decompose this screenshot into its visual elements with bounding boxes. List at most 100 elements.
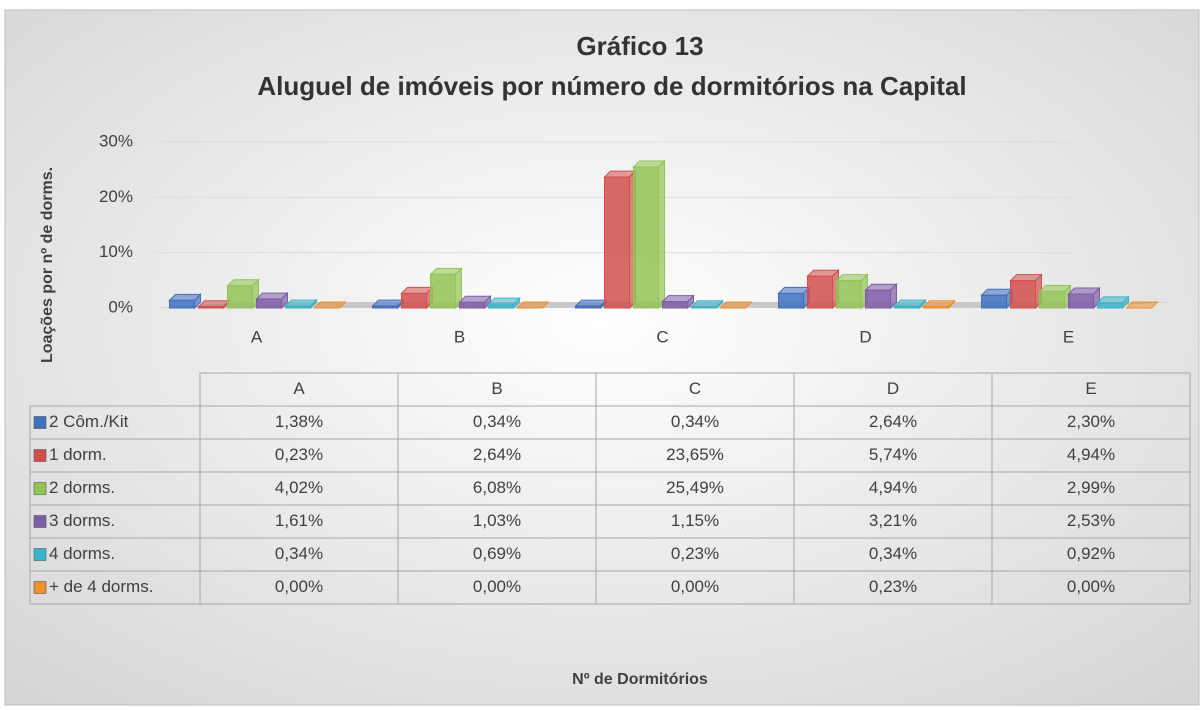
bar (285, 305, 311, 309)
bar-top (197, 300, 231, 308)
y-tick-label: 10% (99, 242, 133, 261)
bar (923, 306, 949, 309)
bar-top (1009, 274, 1043, 282)
y-axis-label: Loações por nº de dorms. (39, 167, 56, 363)
table-cell: 0,92% (1067, 544, 1115, 563)
bar-top (168, 293, 202, 301)
bar-top (893, 299, 927, 307)
bar-top (806, 269, 840, 277)
x-tick-label: B (454, 327, 465, 346)
table-header: C (689, 379, 701, 398)
table-cell: 2,64% (473, 445, 521, 464)
bar (604, 176, 630, 309)
bar-top (922, 300, 956, 308)
table-cell: 2,30% (1067, 412, 1115, 431)
legend-key (33, 515, 47, 528)
bar-top (371, 299, 405, 307)
table-header: D (887, 379, 899, 398)
bar-top (1096, 296, 1130, 304)
table-cell: 5,74% (869, 445, 917, 464)
table-header: A (293, 379, 305, 398)
legend-key (33, 482, 47, 495)
table-cell: 25,49% (666, 478, 724, 497)
table-cell: 1,38% (275, 412, 323, 431)
bar-top (226, 279, 260, 287)
bar-top (516, 301, 550, 309)
bar (1039, 290, 1065, 309)
bar-top (777, 286, 811, 294)
bar (198, 306, 224, 309)
bar-top (313, 301, 347, 309)
chart-background (4, 9, 1200, 706)
bar (1068, 293, 1094, 309)
bar-top (429, 267, 463, 275)
table-cell: 1,03% (473, 511, 521, 530)
bar (1010, 280, 1036, 309)
bar-top (284, 299, 318, 307)
bar (894, 305, 920, 309)
table-cell: 0,23% (869, 577, 917, 596)
table-cell: 4,94% (1067, 445, 1115, 464)
y-tick-label: 30% (99, 131, 133, 150)
bar-top (835, 274, 869, 282)
bar-top (574, 299, 608, 307)
table-cell: 2,64% (869, 412, 917, 431)
table-cell: 6,08% (473, 478, 521, 497)
table-cell: 0,00% (275, 577, 323, 596)
legend-label: 2 Côm./Kit (49, 412, 129, 431)
table-cell: 0,69% (473, 544, 521, 563)
x-tick-label: D (859, 327, 871, 346)
x-tick-label: A (251, 327, 263, 346)
legend-label: 3 dorms. (49, 511, 115, 530)
bar-top (661, 295, 695, 303)
bar-top (603, 170, 637, 178)
table-header: B (491, 379, 502, 398)
bar-top (980, 288, 1014, 296)
table-cell: 1,15% (671, 511, 719, 530)
chart-subtitle: Aluguel de imóveis por número de dormitó… (257, 71, 966, 101)
table-cell: 0,34% (275, 544, 323, 563)
bar-top (1038, 284, 1072, 292)
bar (488, 303, 514, 309)
table-cell: 0,00% (473, 577, 521, 596)
y-tick-label: 0% (108, 297, 133, 316)
table-cell: 0,34% (473, 412, 521, 431)
bar (227, 285, 253, 309)
bar-top (632, 160, 666, 168)
table-cell: 2,53% (1067, 511, 1115, 530)
table-cell: 3,21% (869, 511, 917, 530)
table-cell: 0,34% (869, 544, 917, 563)
bar (401, 292, 427, 309)
table-cell: 0,23% (671, 544, 719, 563)
bar (1097, 302, 1123, 309)
bar (459, 301, 485, 309)
legend-label: 2 dorms. (49, 478, 115, 497)
chart-title: Gráfico 13 (576, 31, 703, 61)
x-tick-label: E (1063, 327, 1074, 346)
bar-top (1067, 287, 1101, 295)
bar (981, 294, 1007, 309)
table-cell: 0,34% (671, 412, 719, 431)
bar-top (690, 300, 724, 308)
table-cell: 23,65% (666, 445, 724, 464)
bar (662, 301, 688, 309)
bar (575, 305, 601, 309)
legend-key (33, 449, 47, 462)
bar-top (458, 295, 492, 303)
bar (430, 273, 456, 309)
table-cell: 4,02% (275, 478, 323, 497)
table-cell: 1,61% (275, 511, 323, 530)
bar (836, 280, 862, 309)
bar-top (487, 297, 521, 305)
legend-label: + de 4 dorms. (49, 577, 153, 596)
legend-key (33, 581, 47, 594)
bar-top (1125, 301, 1159, 309)
bar (691, 306, 717, 309)
bar (169, 299, 195, 309)
bar (865, 289, 891, 309)
x-tick-label: C (656, 327, 668, 346)
table-cell: 2,99% (1067, 478, 1115, 497)
bar-top (864, 283, 898, 291)
bar (372, 305, 398, 309)
